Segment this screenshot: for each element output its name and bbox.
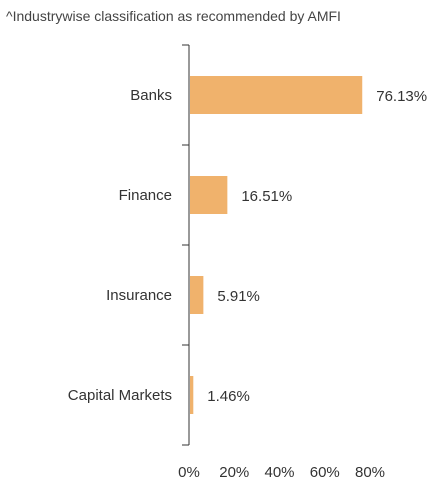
bar-banks: [190, 76, 363, 114]
category-label: Finance: [119, 187, 172, 204]
bar-capital-markets: [190, 376, 194, 414]
data-label: 1.46%: [207, 388, 250, 405]
bar-insurance: [190, 276, 204, 314]
chart-title: ^Industrywise classification as recommen…: [6, 8, 341, 24]
x-tick-label: 20%: [219, 464, 249, 481]
category-label: Capital Markets: [68, 387, 172, 404]
category-label: Insurance: [106, 287, 172, 304]
x-tick-label: 80%: [355, 464, 385, 481]
x-tick-label: 60%: [310, 464, 340, 481]
data-label: 5.91%: [217, 288, 260, 305]
bar-finance: [190, 176, 228, 214]
category-label: Banks: [130, 87, 172, 104]
x-tick-label: 40%: [264, 464, 294, 481]
x-tick-label: 0%: [178, 464, 200, 481]
data-label: 76.13%: [376, 88, 427, 105]
data-label: 16.51%: [241, 188, 292, 205]
